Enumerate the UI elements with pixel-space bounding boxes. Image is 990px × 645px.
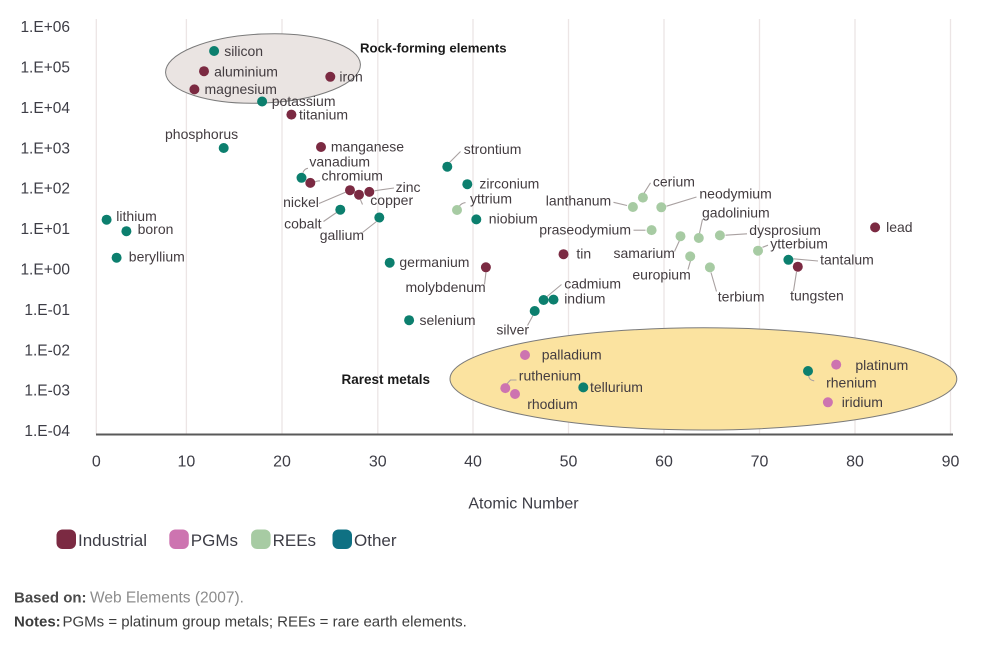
svg-text:magnesium: magnesium	[205, 81, 277, 97]
svg-text:europium: europium	[632, 267, 690, 283]
svg-text:REEs: REEs	[273, 531, 316, 550]
svg-text:Industrial: Industrial	[78, 531, 147, 550]
svg-text:30: 30	[369, 454, 387, 471]
svg-text:tin: tin	[576, 246, 591, 262]
svg-text:PGMs = platinum group metals;: PGMs = platinum group metals; REEs = rar…	[63, 614, 467, 631]
svg-text:Web Elements (2007).: Web Elements (2007).	[90, 590, 244, 607]
svg-text:cerium: cerium	[653, 173, 695, 189]
svg-text:platinum: platinum	[855, 357, 908, 373]
svg-text:niobium: niobium	[489, 210, 538, 226]
svg-text:60: 60	[655, 454, 673, 471]
svg-text:1.E-01: 1.E-01	[24, 302, 70, 319]
svg-text:PGMs: PGMs	[191, 531, 238, 550]
svg-text:silicon: silicon	[224, 43, 263, 59]
svg-text:zirconium: zirconium	[479, 176, 539, 192]
svg-text:manganese: manganese	[331, 139, 404, 155]
svg-text:1.E-04: 1.E-04	[24, 423, 70, 440]
svg-text:1.E-02: 1.E-02	[24, 342, 70, 359]
svg-text:Notes:: Notes:	[14, 614, 61, 631]
svg-text:gallium: gallium	[320, 227, 364, 243]
svg-text:lanthanum: lanthanum	[546, 192, 611, 208]
svg-text:1.E+02: 1.E+02	[20, 181, 70, 198]
svg-text:cadmium: cadmium	[564, 275, 621, 291]
svg-text:0: 0	[92, 454, 101, 471]
svg-text:Other: Other	[354, 531, 397, 550]
svg-text:yttrium: yttrium	[470, 190, 512, 206]
svg-text:phosphorus: phosphorus	[165, 126, 238, 142]
svg-text:indium: indium	[564, 291, 605, 307]
svg-text:beryllium: beryllium	[129, 249, 185, 265]
svg-text:molybdenum: molybdenum	[406, 279, 486, 295]
svg-text:zinc: zinc	[396, 179, 421, 195]
svg-text:1.E+00: 1.E+00	[20, 262, 70, 279]
svg-text:tantalum: tantalum	[820, 251, 874, 267]
svg-text:neodymium: neodymium	[699, 185, 771, 201]
svg-text:Rarest metals: Rarest metals	[342, 372, 431, 387]
svg-text:1.E+04: 1.E+04	[20, 100, 70, 117]
svg-text:lithium: lithium	[116, 208, 156, 224]
svg-text:70: 70	[751, 454, 769, 471]
svg-text:dysprosium: dysprosium	[749, 222, 821, 238]
svg-text:titanium: titanium	[299, 106, 348, 122]
svg-text:terbium: terbium	[718, 288, 765, 304]
svg-text:1.E+01: 1.E+01	[20, 221, 70, 238]
svg-text:90: 90	[942, 454, 960, 471]
svg-text:1.E-03: 1.E-03	[24, 383, 70, 400]
svg-text:palladium: palladium	[542, 346, 602, 362]
svg-text:iridium: iridium	[842, 394, 883, 410]
svg-text:1.E+03: 1.E+03	[20, 140, 70, 157]
svg-text:rhodium: rhodium	[527, 396, 578, 412]
svg-text:lead: lead	[886, 219, 912, 235]
svg-text:boron: boron	[138, 221, 174, 237]
svg-text:ruthenium: ruthenium	[519, 367, 581, 383]
svg-text:Rock-forming elements: Rock-forming elements	[360, 41, 507, 56]
svg-text:50: 50	[560, 454, 578, 471]
svg-text:praseodymium: praseodymium	[539, 222, 631, 238]
svg-text:Atomic Number: Atomic Number	[468, 496, 579, 513]
svg-text:tungsten: tungsten	[790, 287, 844, 303]
svg-text:germanium: germanium	[399, 254, 469, 270]
svg-text:40: 40	[464, 454, 482, 471]
svg-text:1.E+05: 1.E+05	[20, 60, 70, 77]
svg-text:1.E+06: 1.E+06	[20, 19, 70, 36]
svg-text:silver: silver	[496, 322, 529, 338]
svg-text:selenium: selenium	[420, 312, 476, 328]
svg-text:10: 10	[178, 454, 196, 471]
svg-text:gadolinium: gadolinium	[702, 204, 770, 220]
svg-text:20: 20	[273, 454, 291, 471]
svg-text:nickel: nickel	[283, 194, 319, 210]
svg-text:rhenium: rhenium	[826, 375, 877, 391]
svg-text:ytterbium: ytterbium	[770, 236, 828, 252]
svg-text:tellurium: tellurium	[590, 379, 643, 395]
svg-text:potassium: potassium	[272, 93, 336, 109]
svg-text:Based on:: Based on:	[14, 590, 87, 607]
svg-text:vanadium: vanadium	[309, 154, 370, 170]
svg-text:chromium: chromium	[322, 168, 383, 184]
svg-text:80: 80	[846, 454, 864, 471]
svg-text:samarium: samarium	[614, 245, 675, 261]
svg-text:copper: copper	[370, 192, 413, 208]
svg-text:strontium: strontium	[464, 141, 522, 157]
svg-text:aluminium: aluminium	[214, 63, 278, 79]
svg-text:iron: iron	[339, 69, 362, 85]
svg-text:cobalt: cobalt	[284, 215, 321, 231]
